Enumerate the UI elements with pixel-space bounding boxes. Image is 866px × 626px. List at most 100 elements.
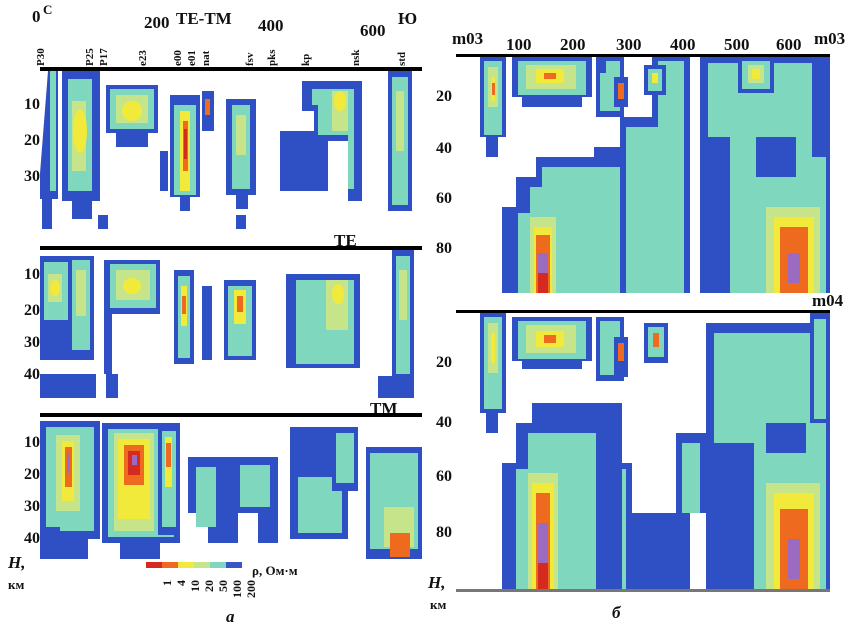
blue-zone: [596, 403, 622, 589]
legend: 1 4 10 20 50 100 200 ρ, Ом·м: [146, 562, 376, 622]
right-depth-unit: км: [430, 597, 447, 612]
left-panel-1: [40, 71, 422, 229]
right-depth-label: H,: [428, 573, 446, 592]
station-label: e01: [186, 50, 198, 66]
yellow-zone: [332, 284, 344, 304]
right-p2-ytick: 20: [436, 354, 452, 371]
right-xtick: 500: [724, 35, 750, 54]
blue-zone: [40, 527, 60, 559]
station-label: P25: [84, 48, 96, 66]
left-panel-2: [40, 250, 422, 398]
teal-zone: [298, 477, 342, 533]
blue-zone: [202, 286, 212, 360]
left-panel-3: [40, 417, 422, 559]
yellow-zone: [73, 109, 87, 153]
orange-zone: [237, 296, 243, 312]
purple-zone: [538, 253, 548, 273]
right-panel-2-label: m04: [812, 291, 844, 310]
station-labels: P30 P25 P17 e23 e00 e01 nat fsv pks kp n…: [0, 0, 430, 70]
blue-zone: [812, 57, 830, 157]
right-panel-2: [456, 313, 830, 589]
yellow-zone: [334, 91, 346, 111]
legend-swatch-4: [194, 562, 210, 568]
orange-zone: [544, 73, 556, 79]
left-p3-ytick: 20: [24, 466, 40, 483]
right-panel-2-top-bar: [456, 310, 830, 313]
yellow-zone: [491, 333, 495, 363]
green-zone: [396, 91, 404, 151]
right-p1-ytick: 60: [436, 190, 452, 207]
station-label: pks: [266, 49, 278, 66]
station-label: e00: [172, 50, 184, 66]
teal-zone: [814, 319, 826, 419]
station-label: nat: [200, 50, 212, 66]
left-p1-ytick: 20: [24, 132, 40, 149]
blue-zone: [40, 374, 96, 398]
left-panel-3-label: TM: [370, 399, 398, 418]
orange-zone: [166, 443, 171, 467]
legend-value: 4: [174, 580, 188, 586]
orange-zone: [653, 333, 659, 347]
orange-zone: [544, 335, 556, 343]
left-p3-ytick: 10: [24, 434, 40, 451]
left-p3-ytick: 40: [24, 530, 40, 547]
right-panel-1-label-right: m03: [814, 29, 846, 48]
red-zone: [184, 129, 187, 159]
left-p2-ytick: 20: [24, 302, 40, 319]
left-axis-tick-600: 600: [360, 21, 386, 40]
yellow-zone: [122, 101, 142, 121]
teal-zone: [336, 433, 354, 483]
right-p2-ytick: 80: [436, 524, 452, 541]
green-zone: [399, 270, 407, 320]
right-panel-1: [456, 57, 830, 293]
purple-zone: [538, 523, 548, 563]
blue-zone: [98, 215, 246, 229]
left-axis-tick-0: 0: [32, 7, 41, 26]
legend-value: 10: [188, 580, 202, 592]
right-xtick: 200: [560, 35, 586, 54]
orange-zone: [182, 296, 186, 314]
yellow-zone: [652, 73, 658, 83]
teal-zone: [50, 71, 56, 191]
right-caption: б: [612, 603, 621, 622]
station-label: P30: [35, 48, 47, 66]
yellow-zone: [50, 280, 60, 296]
left-p1-ytick: 10: [24, 96, 40, 113]
blue-zone: [708, 137, 796, 293]
legend-swatch-6: [226, 562, 242, 568]
station-label: e23: [137, 50, 149, 66]
left-depth-label: H,: [8, 553, 26, 572]
left-panel-3-top-bar: [40, 413, 422, 417]
left-panel-2-top-bar: [40, 246, 422, 250]
right-xtick: 400: [670, 35, 696, 54]
right-p2-ytick: 40: [436, 414, 452, 431]
legend-swatch-5: [210, 562, 226, 568]
right-xtick: 100: [506, 35, 532, 54]
left-axis-tick-400: 400: [258, 16, 284, 35]
left-caption: а: [226, 607, 235, 626]
legend-value: 200: [244, 580, 258, 598]
legend-swatch-3: [178, 562, 194, 568]
blue-zone: [106, 374, 118, 398]
purple-zone: [67, 453, 70, 473]
right-xtick: 600: [776, 35, 802, 54]
right-p1-ytick: 80: [436, 240, 452, 257]
purple-zone: [788, 253, 800, 283]
legend-value: 100: [230, 580, 244, 598]
yellow-zone: [752, 69, 760, 79]
red-zone: [538, 273, 548, 293]
legend-value: 1: [160, 580, 174, 586]
purple-zone: [788, 539, 800, 579]
purple-zone: [132, 455, 137, 465]
right-p1-ytick: 20: [436, 88, 452, 105]
left-depth-unit: км: [8, 577, 25, 592]
legend-swatch-1: [146, 562, 162, 568]
right-panel-1-top-bar: [456, 54, 830, 57]
green-zone: [236, 115, 246, 155]
red-zone: [538, 563, 548, 589]
right-p1-ytick: 40: [436, 140, 452, 157]
orange-zone: [390, 533, 410, 557]
station-label: fsv: [244, 52, 256, 66]
left-corner-north: С: [43, 2, 53, 17]
left-p2-ytick: 30: [24, 334, 40, 351]
